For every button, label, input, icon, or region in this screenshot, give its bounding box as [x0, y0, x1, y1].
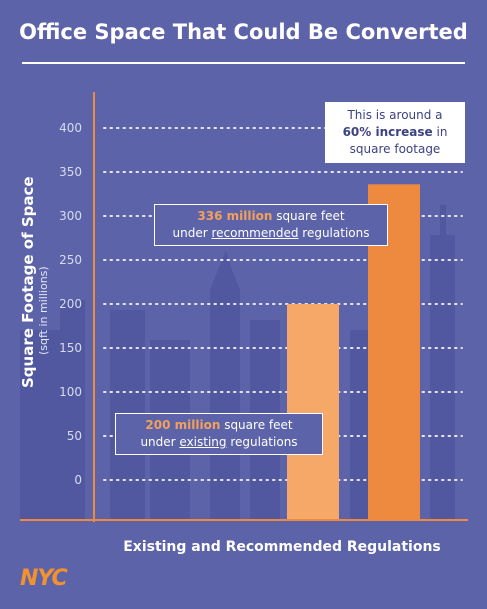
y-axis-sublabel: (sqft in millions)	[37, 266, 50, 355]
increase-highlight: 60% increase	[343, 125, 433, 139]
y-tick-label: 200	[59, 297, 82, 311]
recommended-unit: square feet	[272, 209, 344, 223]
existing-amount: 200 million	[145, 418, 220, 432]
y-tick-label: 100	[59, 385, 82, 399]
recommended-amount: 336 million	[197, 209, 272, 223]
x-axis-label: Existing and Recommended Regulations	[123, 539, 441, 555]
y-tick-label: 250	[59, 253, 82, 267]
y-axis-label: Square Footage of Space	[19, 176, 37, 388]
bar-existing	[287, 304, 339, 520]
existing-word: existing	[179, 435, 226, 449]
recommended-post: regulations	[298, 226, 369, 240]
y-tick-label: 150	[59, 341, 82, 355]
recommended-pre: under	[173, 226, 212, 240]
y-tick-label: 400	[59, 121, 82, 135]
existing-post: regulations	[227, 435, 298, 449]
y-tick-label: 50	[67, 429, 82, 443]
y-tick-label: 0	[74, 473, 82, 487]
increase-mid: in	[433, 125, 448, 139]
existing-pre: under	[140, 435, 179, 449]
y-tick-label: 300	[59, 209, 82, 223]
increase-line1: This is around a	[347, 108, 442, 122]
y-tick-label: 350	[59, 165, 82, 179]
existing-callout: 200 million square feet under existing r…	[115, 413, 323, 455]
existing-unit: square feet	[220, 418, 292, 432]
increase-line2: square footage	[350, 142, 441, 156]
recommended-word: recommended	[211, 226, 298, 240]
nyc-logo: NYC	[20, 566, 67, 591]
increase-callout: This is around a 60% increase in square …	[325, 102, 465, 163]
recommended-callout: 336 million square feet under recommende…	[154, 204, 388, 246]
